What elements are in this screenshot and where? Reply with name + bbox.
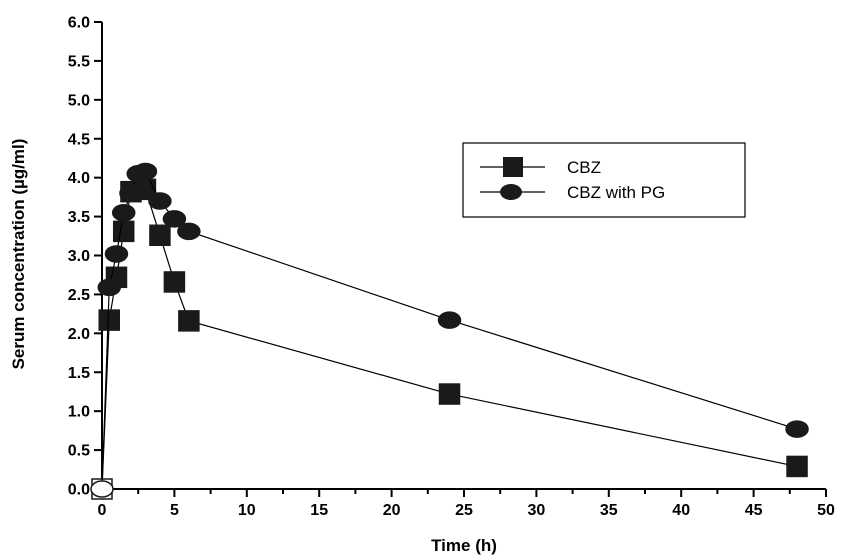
point-1-6 <box>133 162 158 181</box>
y-tick-label-6: 3.0 <box>68 248 90 265</box>
series-0-line <box>101 188 798 490</box>
y-tick-label-9: 4.5 <box>68 131 90 148</box>
x-ticks: 0 5 10 15 20 25 30 35 40 45 50 <box>98 489 835 519</box>
y-tick-label-12: 6.0 <box>68 15 90 32</box>
point-1-1 <box>97 278 121 297</box>
point-1-11 <box>785 420 809 438</box>
y-tick-label-11: 5.5 <box>68 53 90 70</box>
y-tick-label-4: 2.0 <box>68 326 90 343</box>
point-0-7 <box>163 271 186 293</box>
y-tick-label-5: 2.5 <box>68 287 90 304</box>
point-1-2 <box>104 245 129 263</box>
y-axis-title: Serum concentration (µg/ml) <box>9 139 28 370</box>
y-ticks: 0.0 0.5 1.0 1.5 2.0 2.5 3.0 3.5 4.0 4.5 5.0 5.5 6.0 <box>68 15 102 499</box>
y-tick-label-0: 0.0 <box>68 482 90 499</box>
x-tick-label-10: 50 <box>817 502 835 519</box>
point-1-9 <box>177 222 201 241</box>
x-tick-label-9: 45 <box>745 502 763 519</box>
y-tick-label-8: 4.0 <box>68 170 90 187</box>
x-tick-label-3: 15 <box>310 502 328 519</box>
x-axis-title: Time (h) <box>431 536 497 555</box>
x-tick-label-4: 20 <box>383 502 401 519</box>
point-1-7 <box>148 192 172 210</box>
point-0-9 <box>438 383 461 405</box>
point-0-6 <box>149 224 171 247</box>
point-0-8 <box>178 310 200 332</box>
point-0-3 <box>112 220 135 243</box>
point-1-4 <box>119 184 143 202</box>
legend-marker-square <box>503 157 523 177</box>
x-tick-label-6: 30 <box>528 502 546 519</box>
point-1-10 <box>437 311 462 329</box>
legend: CBZ CBZ with PG <box>462 142 746 218</box>
y-tick-label-7: 3.5 <box>68 209 90 226</box>
point-0-1 <box>98 309 120 331</box>
x-tick-label-5: 25 <box>455 502 473 519</box>
axes <box>101 22 826 490</box>
y-tick-label-1: 0.5 <box>68 443 90 460</box>
series-1-line <box>101 170 798 490</box>
y-tick-label-10: 5.0 <box>68 92 90 109</box>
series-1 <box>90 162 809 498</box>
legend-marker-circle <box>500 184 522 200</box>
x-tick-label-7: 35 <box>600 502 618 519</box>
x-tick-label-8: 40 <box>672 502 690 519</box>
x-tick-label-1: 5 <box>170 502 179 519</box>
x-tick-label-2: 10 <box>238 502 256 519</box>
y-tick-label-2: 1.0 <box>68 404 90 421</box>
legend-box <box>462 142 746 218</box>
legend-label-cbz-pg: CBZ with PG <box>567 183 665 202</box>
point-0-10 <box>786 455 808 478</box>
point-1-3 <box>111 203 136 222</box>
legend-label-cbz: CBZ <box>567 158 601 177</box>
x-tick-label-0: 0 <box>98 502 107 519</box>
point-1-8 <box>162 210 187 228</box>
y-tick-label-3: 1.5 <box>68 365 90 382</box>
series-layer <box>90 162 809 500</box>
point-1-0 <box>90 480 114 498</box>
